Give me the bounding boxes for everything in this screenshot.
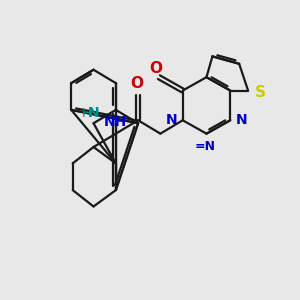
Text: N: N [236,113,247,127]
Text: H: H [82,107,91,120]
Text: N: N [88,106,99,120]
Text: =N: =N [194,140,215,153]
Text: S: S [255,85,266,100]
Text: O: O [130,76,143,92]
Text: O: O [149,61,162,76]
Text: N: N [166,113,177,127]
Text: NH: NH [104,115,128,129]
